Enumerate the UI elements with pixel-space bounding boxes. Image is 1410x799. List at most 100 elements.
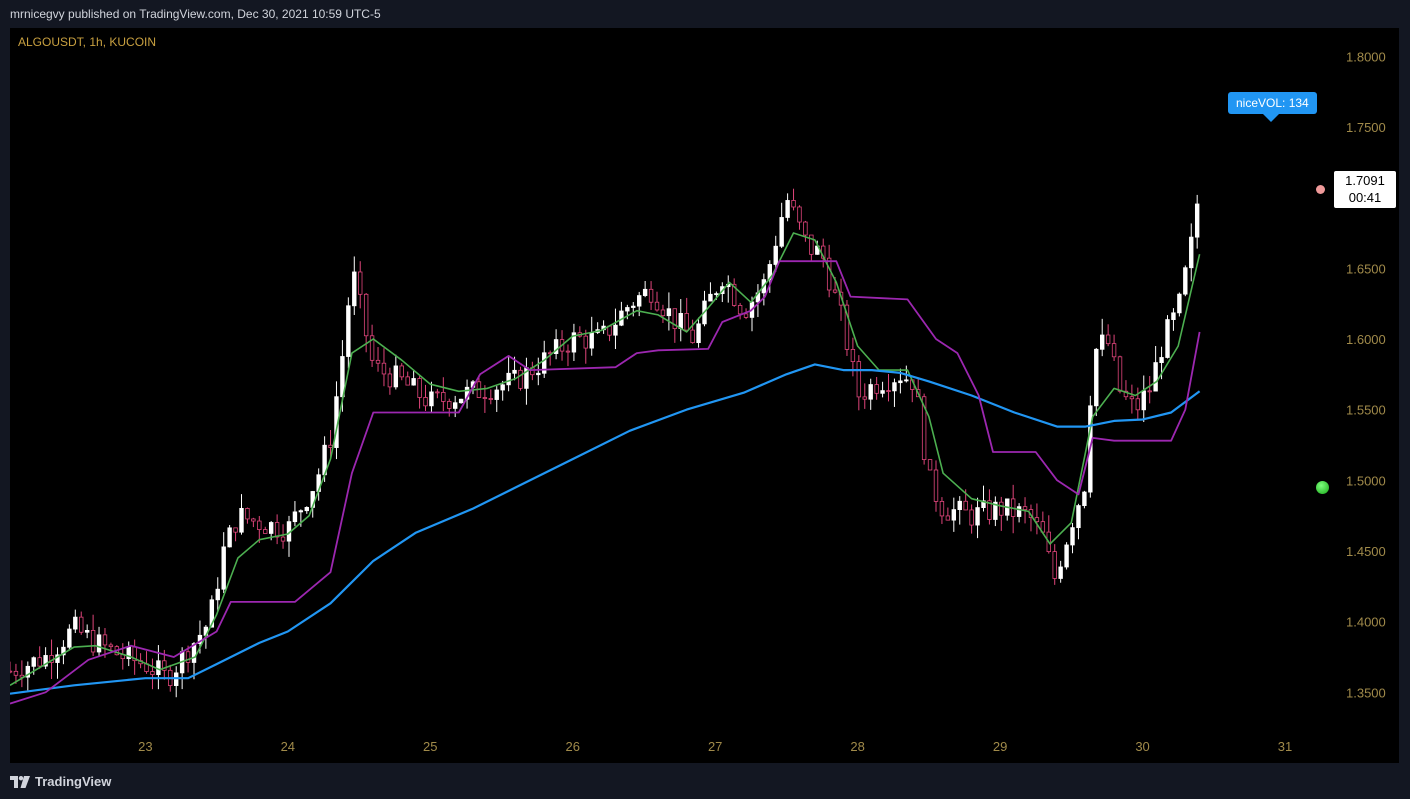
x-tick-label: 23 (138, 739, 152, 754)
published-info: mrnicegvy published on TradingView.com, … (10, 7, 381, 21)
candle-down (690, 329, 695, 344)
candle-up (1058, 566, 1063, 579)
candle-up (239, 508, 244, 533)
candle-down (10, 670, 13, 673)
y-tick-label: 1.8000 (1346, 49, 1386, 64)
candle-up (880, 390, 885, 394)
candle-down (654, 301, 660, 311)
candle-down (1022, 506, 1028, 510)
x-tick-label: 29 (993, 739, 1007, 754)
candle-up (536, 372, 541, 376)
x-tick-label: 26 (565, 739, 579, 754)
candle-up (346, 305, 351, 357)
candle-down (969, 509, 974, 526)
tradingview-logo-text: TradingView (35, 774, 112, 789)
candle-down (233, 527, 238, 533)
candle-up (714, 293, 719, 296)
y-tick-label: 1.4000 (1346, 615, 1386, 630)
candle-up (785, 200, 790, 218)
candle-up (304, 507, 309, 512)
candle-down (862, 396, 867, 400)
candle-up (779, 217, 784, 247)
candle-down (417, 378, 422, 398)
candle-down (1147, 390, 1152, 393)
candle-up (512, 369, 517, 374)
bar-countdown: 00:41 (1348, 190, 1382, 205)
candle-up (678, 313, 683, 329)
alert-marker-icon[interactable] (1316, 185, 1325, 194)
candle-down (684, 313, 689, 331)
candle-up (411, 378, 416, 386)
price-chart[interactable]: 1.3500 1.4000 1.4500 1.5000 1.5500 1.6000 1.65… (10, 28, 1399, 763)
x-tick-label: 24 (281, 739, 295, 754)
candle-down (488, 398, 494, 400)
candle-up (613, 324, 618, 336)
y-tick-label: 1.3500 (1346, 685, 1386, 700)
tradingview-logo-icon (10, 775, 30, 788)
y-tick-label: 1.7500 (1346, 120, 1386, 135)
candle-up (631, 305, 636, 308)
candle-down (423, 397, 428, 407)
candle-down (102, 634, 108, 646)
candle-down (987, 500, 992, 520)
candle-down (791, 200, 796, 208)
candle-down (874, 384, 879, 394)
candle-up (31, 657, 36, 667)
candle-up (571, 332, 577, 353)
candle-up (209, 599, 215, 628)
candle-up (67, 628, 72, 648)
candle-up (96, 634, 102, 653)
candle-down (363, 293, 369, 337)
x-tick-label: 27 (708, 739, 722, 754)
candle-down (358, 271, 363, 295)
candle-up (494, 389, 499, 400)
candle-up (1082, 491, 1087, 506)
candle-down (844, 304, 850, 350)
symbol-label[interactable]: ALGOUSDT, 1h, KUCOIN (18, 35, 157, 49)
candle-up (1159, 357, 1164, 363)
candle-down (850, 348, 856, 363)
slow-ma-line (10, 363, 1201, 695)
candle-up (1165, 319, 1170, 358)
candle-up (215, 588, 220, 601)
candle-down (1117, 356, 1123, 392)
candle-down (387, 373, 393, 388)
candle-up (993, 501, 998, 520)
candle-up (868, 384, 873, 400)
candle-up (773, 245, 778, 265)
y-tick-label: 1.5500 (1346, 403, 1386, 418)
candle-down (999, 501, 1004, 516)
candle-up (589, 332, 594, 349)
candle-up (951, 509, 957, 521)
candle-down (607, 325, 612, 336)
candle-up (506, 372, 511, 386)
trail-stop-line (10, 260, 1201, 705)
candle-up (696, 323, 701, 344)
candle-down (245, 508, 250, 520)
candle-down (583, 335, 588, 349)
top-bar: mrnicegvy published on TradingView.com, … (0, 0, 1410, 28)
candle-up (156, 660, 161, 676)
candle-up (1076, 505, 1081, 529)
candle-up (981, 500, 986, 508)
candle-down (441, 391, 446, 402)
candle-down (37, 657, 42, 667)
candle-down (1129, 396, 1135, 400)
candle-up (452, 402, 458, 409)
candle-down (945, 515, 951, 521)
chart-pane[interactable]: 1.3500 1.4000 1.4500 1.5000 1.5500 1.6000 1.65… (10, 28, 1399, 763)
candle-up (268, 522, 274, 534)
candle-up (975, 507, 980, 526)
candle-down (648, 288, 654, 303)
candle-up (73, 616, 78, 630)
candle-down (672, 308, 678, 329)
candle-down (809, 234, 814, 255)
candle-up (666, 308, 672, 317)
y-tick-label: 1.6000 (1346, 332, 1386, 347)
last-price-label: 1.7091 00:41 (1334, 171, 1396, 208)
candle-down (737, 305, 743, 315)
candle-down (381, 362, 387, 375)
fast-ma-line (10, 232, 1201, 686)
candle-down (826, 257, 832, 291)
tradingview-logo[interactable]: TradingView (10, 774, 111, 789)
